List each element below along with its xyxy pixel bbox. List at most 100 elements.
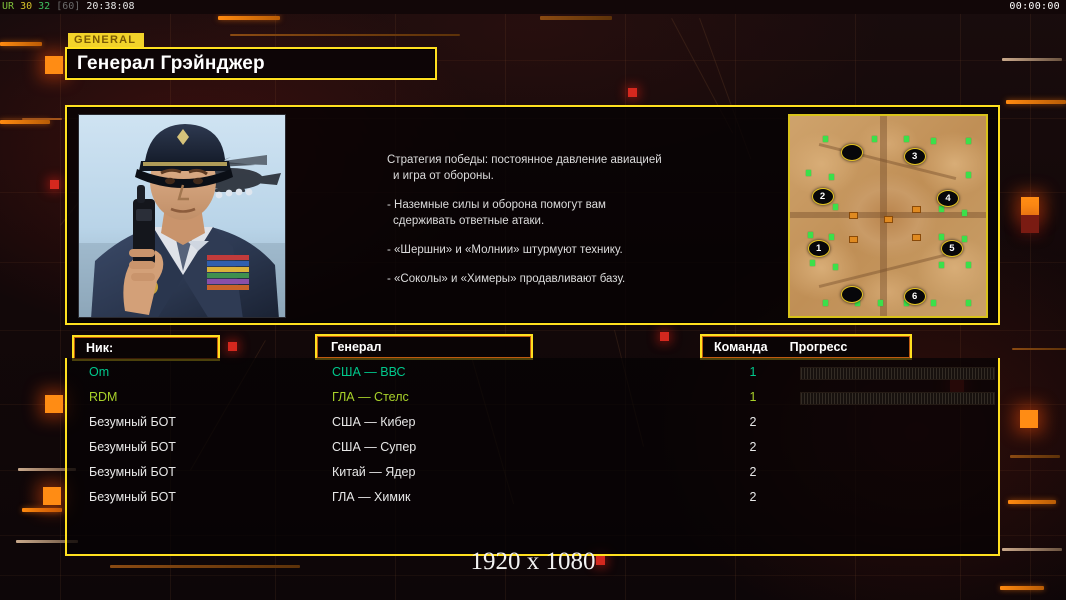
bg-accent-bar	[540, 16, 612, 20]
description-line: сдерживать ответные атаки.	[393, 215, 545, 227]
bg-accent-bar	[1006, 100, 1066, 104]
player-general: США — Кибер	[332, 415, 416, 429]
tab-general[interactable]: GENERAL	[68, 33, 145, 48]
bg-accent-block	[228, 342, 237, 351]
description-line: - «Шершни» и «Молнии» штурмуют технику.	[387, 244, 623, 256]
bg-accent-bar	[218, 16, 280, 20]
map-resource-marker	[872, 136, 878, 142]
map-resource-marker	[962, 236, 968, 242]
resolution-label: 1920 x 1080	[470, 548, 596, 575]
player-nick: Безумный БОТ	[89, 490, 176, 504]
map-resource-marker	[962, 210, 968, 216]
map-start-position[interactable]: 2	[811, 188, 834, 205]
map-resource-marker	[938, 262, 944, 268]
description-line: - Наземные силы и оборона помогут вам	[387, 199, 606, 211]
bg-accent-bar	[0, 120, 50, 124]
map-resource-marker	[878, 300, 884, 306]
map-start-position[interactable]: 3	[903, 148, 926, 165]
map-resource-marker	[805, 170, 811, 176]
bg-accent-block	[660, 332, 669, 341]
bg-accent-bar	[1002, 548, 1062, 551]
bg-accent-bar	[230, 34, 460, 36]
player-row[interactable]: Безумный БОТ США — Кибер 2	[67, 412, 998, 437]
bg-accent-bar	[18, 468, 76, 471]
bg-accent-bar	[1002, 58, 1062, 61]
general-info-panel: Стратегия победы: постоянное давление ав…	[65, 105, 1000, 325]
general-portrait-image	[79, 115, 285, 317]
map-start-position[interactable]	[840, 286, 863, 303]
map-start-position[interactable]: 4	[937, 190, 959, 207]
map-resource-marker	[833, 204, 839, 210]
bg-horizontal-rail	[0, 60, 1066, 61]
player-progress-bar	[800, 392, 995, 405]
map-resource-marker	[966, 138, 972, 144]
bg-accent-block	[628, 88, 637, 97]
player-list-panel: Om США — ВВС 1 RDM ГЛА — Стелс 1 Безумный БОТ С…	[65, 358, 1000, 556]
player-nick: Безумный БОТ	[89, 415, 176, 429]
map-start-position[interactable]: 6	[903, 288, 926, 305]
map-resource-marker	[966, 172, 972, 178]
bg-accent-bar	[1010, 455, 1060, 458]
map-resource-marker	[829, 174, 835, 180]
bg-accent-block	[43, 487, 61, 505]
map-resource-marker	[938, 234, 944, 240]
column-header-team-progress: Команда Прогресс	[700, 334, 912, 360]
bg-vertical-rail	[1030, 0, 1031, 600]
bg-accent-block	[1020, 410, 1038, 428]
status-value-a: 30	[20, 1, 33, 12]
map-structure-marker	[911, 234, 921, 241]
progress-bar-ticks	[801, 368, 994, 379]
map-structure-marker	[884, 216, 894, 223]
player-nick: RDM	[89, 390, 118, 404]
description-line: Стратегия победы: постоянное давление ав…	[387, 154, 662, 166]
player-row[interactable]: RDM ГЛА — Стелс 1	[67, 387, 998, 412]
description-line: - «Соколы» и «Химеры» продавливают базу.	[387, 273, 626, 285]
status-prefix: UR	[2, 1, 15, 12]
match-timer: 00:00:00	[1009, 1, 1060, 12]
map-structure-marker	[848, 212, 858, 219]
map-structure-marker	[911, 206, 921, 213]
map-start-position[interactable]	[840, 144, 863, 161]
player-team: 2	[749, 440, 757, 454]
column-header-general: Генерал	[315, 334, 533, 360]
general-title-box: Генерал Грэйнджер	[65, 47, 437, 80]
bg-accent-bar	[110, 565, 300, 568]
map-resource-marker	[903, 136, 909, 142]
map-path	[880, 116, 888, 316]
player-team: 1	[749, 390, 757, 404]
map-preview[interactable]: 3 2 4 1 5 6	[788, 114, 988, 318]
map-resource-marker	[903, 300, 909, 306]
status-value-max: [60]	[56, 1, 81, 12]
map-start-position[interactable]: 1	[807, 240, 830, 257]
bg-accent-bar	[1000, 586, 1044, 590]
player-row[interactable]: Безумный БОТ США — Супер 2	[67, 437, 998, 462]
player-nick: Безумный БОТ	[89, 440, 176, 454]
column-header-team-label: Команда	[714, 340, 768, 354]
player-row[interactable]: Безумный БОТ Китай — Ядер 2	[67, 462, 998, 487]
player-nick: Безумный БОТ	[89, 465, 176, 479]
player-general: ГЛА — Химик	[332, 490, 411, 504]
map-resource-marker	[938, 206, 944, 212]
column-header-progress-label: Прогресс	[789, 340, 848, 354]
map-start-position[interactable]: 5	[940, 240, 963, 257]
column-header-nick: Ник:	[72, 335, 220, 361]
player-general: США — ВВС	[332, 365, 406, 379]
map-resource-marker	[807, 232, 813, 238]
progress-bar-ticks	[801, 393, 994, 404]
description-paragraph-1: Стратегия победы: постоянное давление ав…	[387, 152, 727, 184]
bg-accent-block	[50, 180, 59, 189]
map-path	[790, 212, 986, 218]
player-row[interactable]: Безумный БОТ ГЛА — Химик 2	[67, 487, 998, 512]
column-header-nick-label: Ник:	[86, 341, 114, 355]
bg-accent-bar	[1008, 500, 1056, 504]
map-resource-marker	[823, 136, 829, 142]
description-paragraph-4: - «Соколы» и «Химеры» продавливают базу.	[387, 271, 727, 287]
player-row[interactable]: Om США — ВВС 1	[67, 362, 998, 387]
status-clock: 20:38:08	[86, 1, 135, 12]
bg-accent-block	[1021, 197, 1039, 215]
player-nick: Om	[89, 365, 110, 379]
status-bar-left: UR 30 32 [60] 20:38:08	[2, 0, 135, 14]
player-team: 2	[749, 415, 757, 429]
bg-accent-block	[45, 56, 63, 74]
map-structure-marker	[848, 236, 858, 243]
